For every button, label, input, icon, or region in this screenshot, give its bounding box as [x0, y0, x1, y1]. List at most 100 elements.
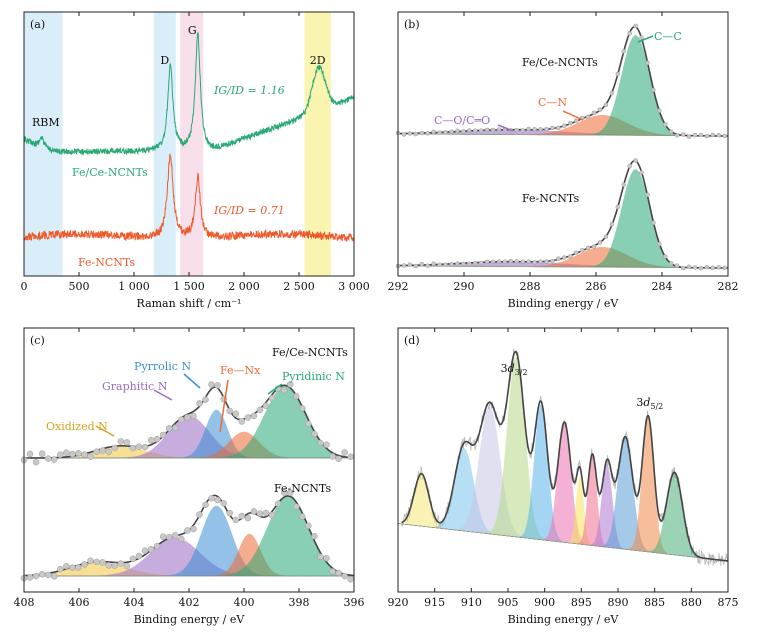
x-tick-label: 915 [424, 596, 445, 609]
x-tick-label: 885 [644, 596, 665, 609]
data-point [135, 552, 143, 560]
data-point [710, 265, 716, 270]
data-point [347, 453, 354, 461]
x-axis-label: Binding energy / eV [134, 613, 246, 626]
data-point [99, 559, 106, 566]
data-point [81, 561, 88, 568]
component-label-pyridinic-n: Pyridinic N [282, 370, 345, 383]
data-point [153, 435, 161, 443]
data-point [190, 412, 197, 420]
data-point [562, 255, 567, 260]
x-tick-label: 286 [586, 280, 607, 293]
data-point [335, 455, 342, 463]
data-point [674, 263, 680, 268]
data-point [329, 568, 336, 575]
data-point [668, 129, 674, 134]
data-point [220, 500, 227, 507]
data-point [722, 265, 727, 270]
x-axis-label: Binding energy / eV [508, 297, 620, 310]
data-point [250, 412, 258, 420]
data-point [544, 259, 549, 264]
data-point [93, 448, 100, 455]
data-point [341, 572, 348, 580]
arrow-c-o [497, 124, 514, 132]
data-point [627, 163, 632, 169]
data-point [323, 441, 330, 448]
peak-label-3d52: 3d5/2 [636, 396, 663, 411]
data-point [244, 414, 252, 421]
arrow-c-c [637, 35, 654, 43]
data-point [178, 416, 185, 423]
arrow-oxidized-n [95, 425, 115, 437]
x-tick-label: 900 [534, 596, 555, 609]
data-point [674, 133, 680, 138]
data-point [478, 260, 484, 266]
data-point [698, 266, 704, 271]
x-tick-label: 396 [344, 596, 365, 609]
x-tick-label: 290 [454, 280, 475, 293]
data-point [44, 455, 52, 462]
data-point [123, 439, 131, 446]
data-point [562, 123, 567, 128]
component-label-c-o: C—O/C═O [434, 114, 490, 127]
data-point [692, 265, 698, 270]
data-point [407, 131, 413, 136]
data-point [196, 511, 203, 518]
data-point [159, 533, 167, 540]
data-point [514, 127, 520, 133]
data-point [117, 438, 125, 445]
data-point [214, 382, 221, 389]
data-point [627, 31, 632, 36]
data-point [520, 259, 525, 264]
panel-letter: (c) [30, 334, 45, 347]
data-point [329, 453, 336, 460]
data-point [573, 250, 579, 255]
data-point [603, 234, 609, 239]
data-point [419, 261, 425, 267]
data-point [425, 131, 430, 136]
ratio-label-fe-ce-ncnts: IG/ID = 1.16 [213, 84, 285, 97]
data-point [401, 263, 407, 268]
peak-label-3d32: 3d3/2 [501, 362, 528, 377]
x-tick-label: 400 [234, 596, 255, 609]
fit-envelope [401, 350, 729, 562]
x-tick-label: 910 [461, 596, 482, 609]
data-point [129, 444, 137, 452]
data-point [490, 259, 496, 265]
x-tick-label: 404 [124, 596, 145, 609]
data-point [141, 443, 149, 451]
data-point [335, 569, 342, 577]
data-point [716, 265, 722, 270]
data-point [190, 525, 197, 533]
data-point [597, 107, 603, 112]
x-tick-label: 920 [388, 596, 409, 609]
x-axis-label: Raman shift / cm⁻¹ [137, 297, 242, 310]
data-point [609, 91, 615, 96]
data-point [153, 542, 161, 550]
data-point [26, 450, 34, 458]
data-point [651, 87, 656, 93]
data-point [26, 574, 34, 581]
data-point [262, 402, 270, 410]
data-point [232, 516, 239, 524]
data-point [609, 222, 615, 227]
data-point [299, 513, 306, 520]
data-point [293, 503, 300, 510]
data-point [663, 254, 668, 259]
data-point [268, 511, 276, 519]
data-point [579, 247, 585, 253]
data-point [413, 263, 419, 269]
x-tick-label: 1 500 [173, 280, 205, 293]
panel-b-c1s: 292 290 288 286 284 282 Binding energy / eV (b)… [388, 11, 739, 310]
sample-label-fe-ncnts: Fe-NCNTs [522, 192, 579, 205]
data-point [311, 532, 318, 540]
data-point [159, 431, 167, 439]
data-point [238, 418, 246, 425]
plot-frame [397, 327, 729, 593]
sample-label-fe-ncnts: Fe-NCNTs [274, 482, 331, 495]
data-point [268, 394, 276, 402]
component-label-c-n: C—N [538, 96, 567, 109]
component-label-fe-nx: Fe—Nx [220, 364, 261, 377]
data-point [117, 560, 125, 567]
x-tick-label: 0 [21, 280, 28, 293]
